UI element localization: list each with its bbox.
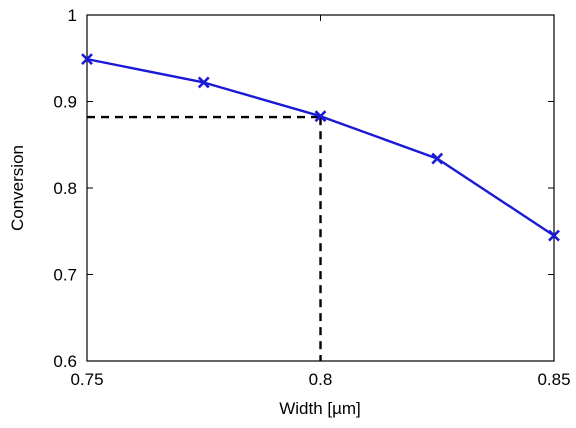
series-group xyxy=(81,53,560,242)
data-point-marker xyxy=(431,152,444,165)
x-axis-ticks: 0.75 0.8 0.85 xyxy=(70,15,571,389)
data-point-marker xyxy=(197,76,210,89)
y-tick-label: 1 xyxy=(68,6,77,25)
y-tick-label: 0.7 xyxy=(53,266,77,285)
y-axis-ticks: 0.6 0.7 0.8 0.9 1 xyxy=(53,6,554,371)
y-tick-label: 0.9 xyxy=(53,93,77,112)
data-point-marker xyxy=(81,53,93,66)
data-point-marker xyxy=(548,229,560,242)
data-point-marker xyxy=(314,110,327,123)
x-axis-label: Width [µm] xyxy=(279,399,361,418)
y-axis-label: Conversion xyxy=(8,145,27,231)
y-tick-label: 0.8 xyxy=(53,179,77,198)
reference-lines xyxy=(87,115,322,361)
x-tick-label: 0.75 xyxy=(70,370,103,389)
y-tick-label: 0.6 xyxy=(53,352,77,371)
x-tick-label: 0.8 xyxy=(309,370,333,389)
x-tick-label: 0.85 xyxy=(537,370,570,389)
